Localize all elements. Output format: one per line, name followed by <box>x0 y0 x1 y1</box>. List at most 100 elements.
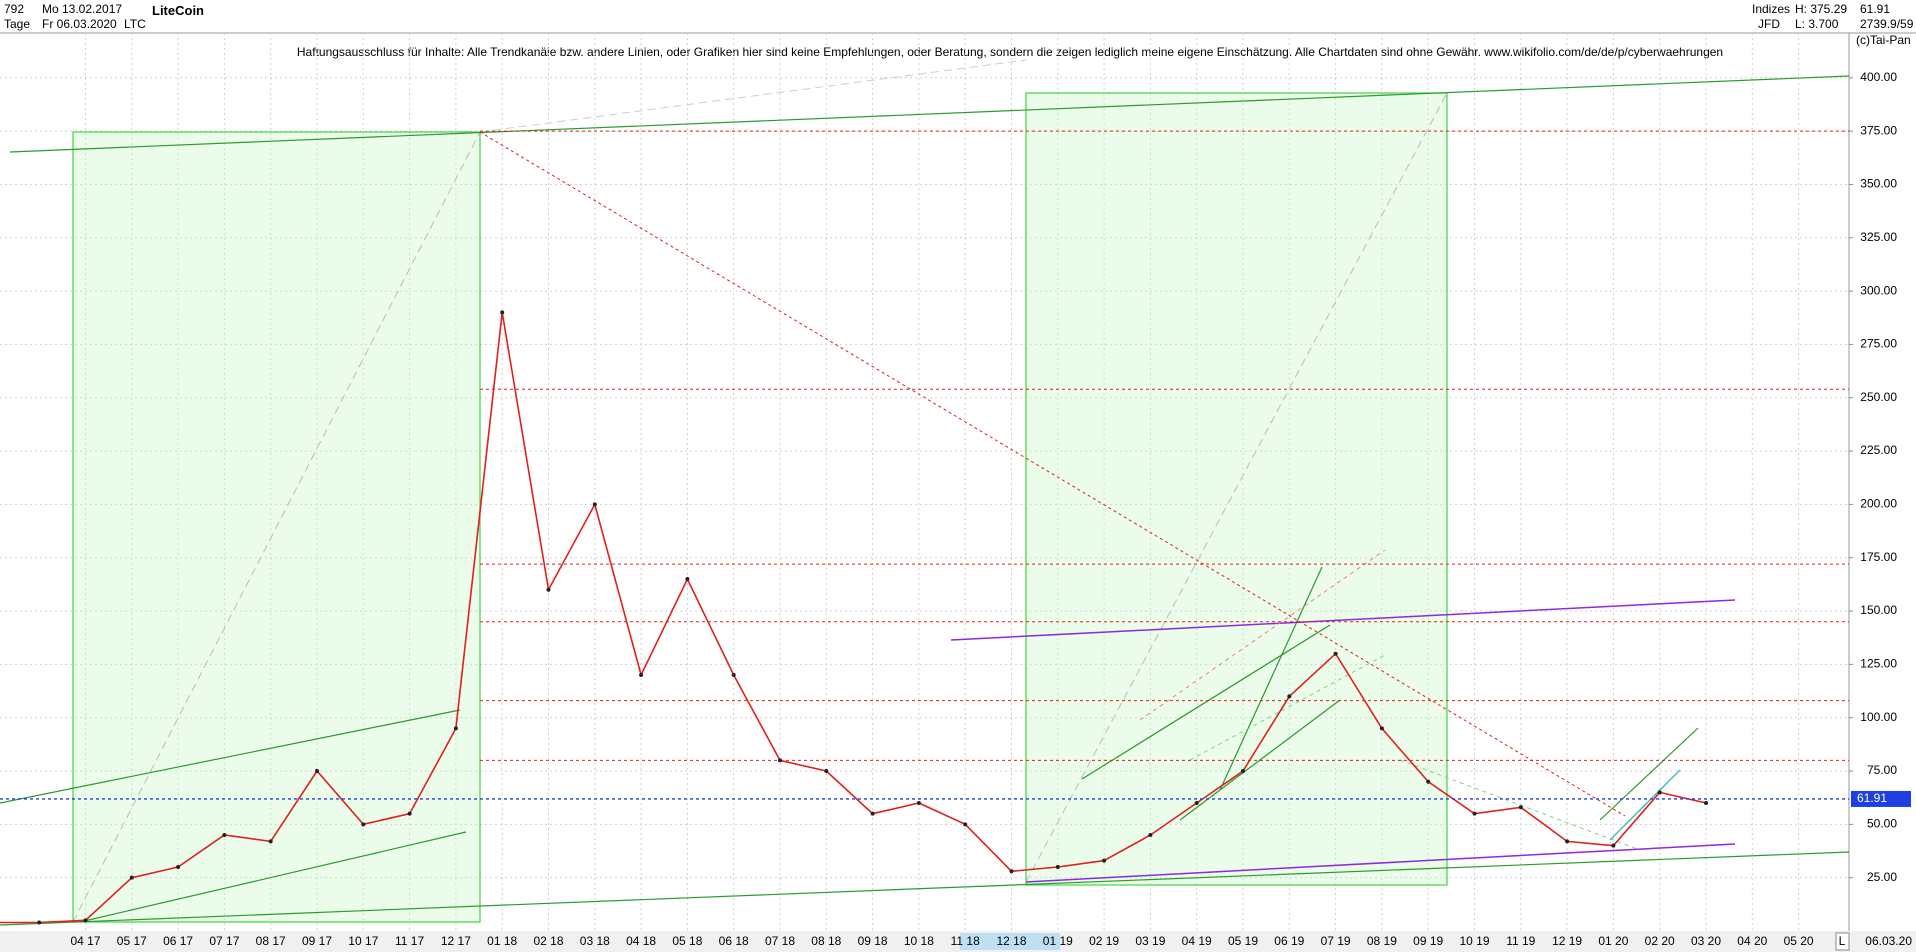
diagonal <box>479 59 1027 133</box>
x-axis-band <box>0 931 1916 952</box>
y-tick-label: 275.00 <box>1860 337 1897 351</box>
price-point <box>1148 833 1153 838</box>
x-tick-label: 03 19 <box>1135 934 1165 948</box>
price-point <box>963 822 968 827</box>
price-point <box>37 920 42 925</box>
x-tick-label: 05 18 <box>672 934 702 948</box>
x-tick-label: 10 19 <box>1459 934 1489 948</box>
price-point <box>268 839 273 844</box>
trend-line <box>1599 727 1699 821</box>
x-tick-label: 11 19 <box>1506 934 1535 948</box>
price-point <box>592 502 597 507</box>
price-point <box>129 875 134 880</box>
disclaimer: Haftungsausschluss für Inhalte: Alle Tre… <box>297 45 1723 59</box>
price-point <box>1241 769 1245 774</box>
price-point <box>407 811 412 816</box>
price-point <box>916 801 921 806</box>
market: Indizes <box>1752 2 1791 16</box>
y-tick-label: 75.00 <box>1867 763 1897 777</box>
fan-line <box>1189 654 1386 761</box>
price-point <box>1009 869 1014 874</box>
trend-line <box>9 75 1850 153</box>
x-tick-label: 10 17 <box>348 934 378 948</box>
x-tick-label: 12 19 <box>1552 934 1582 948</box>
y-tick-label: 400.00 <box>1860 70 1897 84</box>
price-point <box>1426 779 1431 784</box>
bar-count[interactable]: 792 <box>4 2 25 16</box>
price-point <box>778 758 782 763</box>
x-tick-label: 10 18 <box>904 934 934 948</box>
symbol: LTC <box>124 17 146 31</box>
trend-line <box>1219 566 1323 791</box>
x-tick-label: 05 17 <box>117 934 147 948</box>
x-tick-label: 04 17 <box>70 934 100 948</box>
x-tick-label: 09 19 <box>1413 934 1443 948</box>
scale-label[interactable]: L <box>1839 934 1846 948</box>
price-point <box>1657 790 1662 795</box>
period[interactable]: Tage <box>4 17 31 31</box>
x-tick-label: 05 19 <box>1228 934 1258 948</box>
y-tick-label: 100.00 <box>1860 710 1897 724</box>
x-tick-label: 02 19 <box>1089 934 1119 948</box>
x-tick-label: 07 19 <box>1321 934 1351 948</box>
x-tick-label: 05 20 <box>1784 934 1814 948</box>
price-point <box>176 865 181 870</box>
x-tick-label: 06 18 <box>719 934 749 948</box>
y-tick-label: 175.00 <box>1860 550 1897 564</box>
x-tick-label: 11 18 <box>951 934 980 948</box>
x-tick-label: 01 19 <box>1043 934 1073 948</box>
x-tick-label: 04 20 <box>1737 934 1767 948</box>
trend-line <box>0 709 461 804</box>
price-point <box>1611 843 1616 848</box>
broker: JFD <box>1758 17 1780 31</box>
y-tick-label: 375.00 <box>1860 123 1897 137</box>
x-tick-label: 09 18 <box>858 934 888 948</box>
price-point <box>1379 726 1384 731</box>
price-point <box>1287 694 1292 699</box>
diagonal <box>1025 92 1448 883</box>
high: H: 375.29 <box>1795 2 1848 16</box>
price-point <box>685 577 690 582</box>
x-tick-label: 03 18 <box>580 934 610 948</box>
diagonal <box>72 131 481 923</box>
y-tick-label: 25.00 <box>1867 870 1897 884</box>
price-point <box>83 918 88 923</box>
y-tick-label: 125.00 <box>1860 657 1897 671</box>
x-tick-label: 02 18 <box>533 934 563 948</box>
y-tick-label: 325.00 <box>1860 230 1897 244</box>
price-line <box>0 312 1707 924</box>
x-tick-label: 02 20 <box>1645 934 1675 948</box>
price-point <box>361 822 366 827</box>
x-tick-label: 04 19 <box>1182 934 1212 948</box>
fan-line <box>1139 549 1386 721</box>
price-point <box>1102 858 1107 863</box>
end-date[interactable]: Fr 06.03.2020 <box>42 17 117 31</box>
price-point <box>1472 811 1477 816</box>
x-tick-label: 08 19 <box>1367 934 1397 948</box>
channel-line <box>950 599 1736 641</box>
scale-box[interactable] <box>1835 932 1850 951</box>
trend-line <box>79 831 467 923</box>
x-tick-label: 08 18 <box>811 934 841 948</box>
start-date[interactable]: Mo 13.02.2017 <box>42 2 123 16</box>
channel-line <box>1025 843 1736 883</box>
y-tick-label: 150.00 <box>1860 603 1897 617</box>
x-tick-label: 06 19 <box>1274 934 1304 948</box>
instrument-name: LiteCoin <box>152 3 204 18</box>
stats: 2739.9/59 <box>1860 17 1914 31</box>
price-point <box>824 769 829 774</box>
x-tick-label: 11 17 <box>395 934 424 948</box>
drawings <box>0 59 1850 926</box>
price-point <box>315 769 319 774</box>
price-point <box>1704 801 1708 806</box>
price-point <box>546 587 551 592</box>
x-tick-label: 06 17 <box>163 934 193 948</box>
price-point <box>222 833 227 838</box>
x-tick-label: 12 18 <box>996 934 1026 948</box>
y-tick-label: 350.00 <box>1860 177 1897 191</box>
x-tick-label: 12 17 <box>441 934 471 948</box>
price-point <box>1565 839 1570 844</box>
x-highlight <box>960 933 1060 950</box>
x-tick-label: 04 18 <box>626 934 656 948</box>
